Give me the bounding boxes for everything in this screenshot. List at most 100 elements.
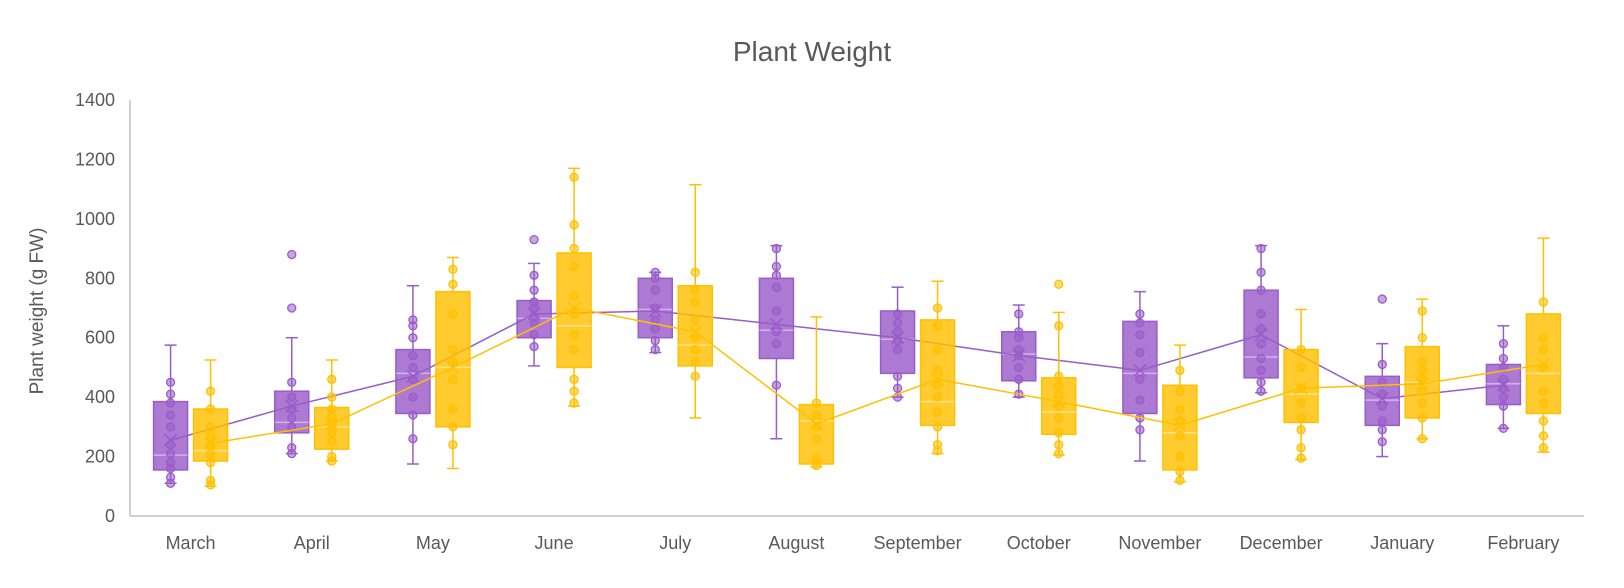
data-point — [205, 440, 216, 450]
box-1-4 — [677, 183, 713, 419]
data-point — [448, 440, 458, 450]
data-point — [1135, 374, 1145, 384]
y-tick-labels: 0 200 400 600 800 1000 1200 1400 — [75, 90, 115, 526]
x-tick-label: November — [1118, 533, 1201, 553]
data-point — [1377, 294, 1387, 304]
data-point — [1054, 440, 1064, 450]
data-point — [287, 443, 297, 453]
data-point — [1296, 344, 1306, 355]
data-point — [1175, 431, 1185, 441]
data-point — [1377, 437, 1387, 447]
box-0-2 — [395, 284, 431, 465]
y-tick-label: 0 — [105, 506, 115, 526]
data-point — [1054, 321, 1064, 331]
data-point — [811, 410, 822, 420]
data-point — [448, 374, 458, 384]
box-0-5 — [758, 243, 795, 440]
data-point — [327, 392, 337, 402]
data-point — [1256, 365, 1266, 376]
data-point — [205, 431, 216, 441]
y-tick-label: 600 — [85, 328, 115, 348]
data-point — [1538, 344, 1549, 355]
y-tick-label: 400 — [85, 387, 115, 407]
box-0-9 — [1243, 243, 1279, 396]
data-point — [1256, 309, 1266, 319]
data-point — [448, 404, 458, 414]
plot-area — [152, 167, 1562, 490]
box-1-11 — [1525, 237, 1562, 453]
x-tick-label: May — [416, 533, 450, 553]
data-point — [569, 386, 579, 396]
box-1-3 — [556, 167, 592, 408]
data-point — [690, 344, 700, 355]
box-0-4 — [637, 267, 673, 355]
data-point — [569, 330, 579, 340]
data-point — [1135, 330, 1145, 340]
data-point — [569, 309, 579, 319]
x-tick-label: April — [294, 533, 330, 553]
data-point — [1135, 309, 1145, 319]
series-1 — [192, 167, 1562, 490]
data-point — [287, 392, 297, 402]
box-1-10 — [1404, 298, 1440, 444]
data-point — [165, 440, 176, 450]
data-point — [327, 428, 337, 438]
y-tick-label: 1200 — [75, 149, 115, 169]
data-point — [1538, 398, 1549, 408]
data-point — [569, 220, 579, 230]
box-1-0 — [192, 359, 229, 490]
data-point — [1054, 380, 1064, 390]
data-point — [771, 380, 782, 390]
data-point — [408, 362, 418, 373]
data-point — [932, 344, 943, 355]
data-point — [1417, 306, 1427, 316]
data-point — [1498, 392, 1509, 402]
data-point — [1256, 353, 1266, 364]
data-point — [1175, 416, 1185, 426]
data-point — [205, 475, 216, 485]
series-0 — [152, 235, 1522, 488]
data-point — [529, 235, 539, 245]
data-point — [690, 333, 700, 343]
data-point — [1417, 333, 1427, 343]
data-point — [1538, 333, 1549, 343]
data-point — [1135, 318, 1145, 328]
data-point — [650, 285, 660, 295]
data-point — [1538, 386, 1549, 396]
x-tick-label: September — [874, 533, 962, 553]
data-point — [892, 383, 903, 393]
data-point — [529, 330, 539, 340]
box-0-1 — [274, 249, 310, 459]
data-point — [327, 437, 337, 447]
data-point — [165, 472, 176, 483]
data-point — [1538, 431, 1549, 441]
data-point — [1377, 416, 1387, 426]
data-point — [448, 356, 458, 367]
data-point — [892, 344, 903, 355]
data-point — [932, 321, 943, 331]
data-point — [1175, 475, 1185, 485]
box-1-9 — [1283, 308, 1319, 463]
data-point — [408, 392, 418, 402]
data-point — [529, 270, 539, 280]
data-point — [205, 422, 216, 432]
data-point — [1135, 395, 1145, 405]
x-tick-label: March — [166, 533, 216, 553]
box-0-0 — [152, 344, 189, 488]
data-point — [1054, 371, 1064, 381]
x-tick-label: October — [1007, 533, 1071, 553]
x-tick-label: August — [768, 533, 824, 553]
box-0-7 — [1001, 304, 1037, 399]
data-point — [1417, 434, 1427, 444]
box-0-11 — [1485, 325, 1522, 433]
data-point — [1054, 279, 1064, 289]
data-point — [165, 422, 176, 432]
data-point — [932, 392, 943, 402]
data-point — [932, 407, 943, 417]
data-point — [932, 440, 943, 450]
data-point — [771, 243, 782, 254]
box-0-8 — [1122, 290, 1158, 462]
data-point — [932, 365, 943, 376]
data-point — [1256, 324, 1266, 334]
data-point — [1054, 389, 1064, 399]
